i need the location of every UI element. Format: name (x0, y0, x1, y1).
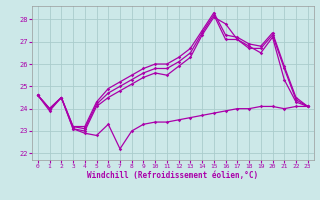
X-axis label: Windchill (Refroidissement éolien,°C): Windchill (Refroidissement éolien,°C) (87, 171, 258, 180)
